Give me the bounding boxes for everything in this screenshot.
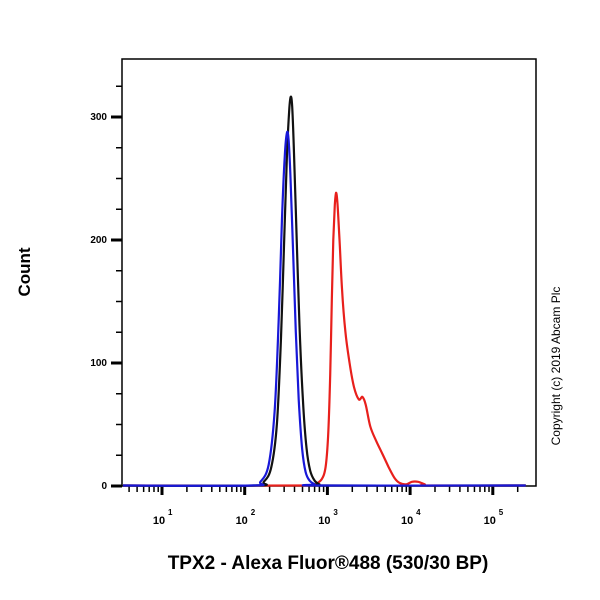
x-tick-label: 10: [401, 515, 413, 527]
y-tick-label: 0: [101, 481, 107, 492]
x-tick-exponent: 5: [499, 508, 504, 517]
x-tick-label: 10: [318, 515, 330, 527]
x-tick-exponent: 3: [333, 508, 338, 517]
y-axis: 0 100 200 300: [90, 85, 122, 492]
x-tick-exponent: 1: [168, 508, 173, 517]
x-axis-label: TPX2 - Alexa Fluor®488 (530/30 BP): [167, 553, 489, 574]
x-tick-label: 10: [484, 515, 496, 527]
x-tick-label: 10: [153, 515, 165, 527]
series-blue-line: [122, 130, 526, 487]
copyright-notice: Copyright (c) 2019 Abcam Plc: [543, 236, 569, 496]
y-axis-label-text: Count: [15, 247, 34, 297]
y-tick-label: 200: [90, 235, 107, 246]
series-red-line: [122, 191, 526, 487]
x-tick-exponent: 2: [251, 508, 256, 517]
series-black-line: [122, 95, 526, 487]
copyright-text: Copyright (c) 2019 Abcam Plc: [549, 286, 563, 446]
y-tick-label: 100: [90, 358, 107, 369]
x-tick-exponent: 4: [416, 508, 421, 517]
series-group: [122, 95, 526, 487]
y-axis-label: Count: [2, 232, 48, 312]
x-tick-label: 10: [236, 515, 248, 527]
y-tick-label: 300: [90, 112, 107, 123]
